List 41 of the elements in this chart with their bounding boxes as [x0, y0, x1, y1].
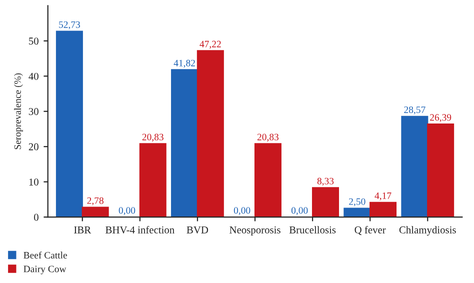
- legend-label: Dairy Cow: [24, 266, 66, 274]
- x-tick-label: Q fever: [354, 226, 386, 236]
- bar: [254, 143, 282, 218]
- bar: [196, 50, 224, 218]
- bar: [401, 116, 428, 218]
- y-tick-label: 40: [28, 72, 38, 80]
- data-label: 0,00: [118, 207, 136, 216]
- bar: [139, 143, 166, 218]
- x-tick-label: BVD: [186, 226, 208, 234]
- y-axis-title: Seroprevalence (%): [14, 73, 23, 150]
- data-label: 28,57: [404, 106, 426, 114]
- x-tick-label: BHV-4 infection: [106, 226, 174, 234]
- x-tick-label: Chlamydiosis: [399, 226, 456, 236]
- data-label: 20,83: [257, 134, 279, 142]
- x-tick-label: Brucellosis: [289, 226, 336, 234]
- y-tick-label: 50: [29, 38, 38, 45]
- bar: [344, 208, 371, 218]
- bar: [171, 69, 198, 218]
- data-label: 0,00: [291, 207, 308, 216]
- legend-label: Beef Cattle: [24, 252, 67, 259]
- x-tick-label: Neosporosis: [230, 226, 280, 236]
- bar: [312, 187, 339, 218]
- y-tick-label: 0: [34, 214, 38, 221]
- data-label: 47,22: [200, 40, 221, 49]
- x-tick-label: IBR: [74, 226, 92, 234]
- bar: [427, 124, 454, 218]
- y-tick-label: 30: [28, 108, 38, 116]
- data-label: 20,83: [142, 134, 164, 142]
- y-tick-label: 10: [29, 178, 38, 186]
- data-label: 4,17: [374, 192, 392, 200]
- data-label: 2,50: [349, 198, 366, 206]
- data-label: 0,00: [234, 207, 250, 216]
- data-label: 26,39: [430, 114, 452, 122]
- data-label: 52,73: [59, 21, 80, 30]
- data-label: 2,78: [87, 197, 104, 206]
- bar: [56, 30, 83, 218]
- y-tick-label: 20: [28, 143, 38, 150]
- bar: [370, 202, 397, 218]
- data-label: 8,33: [317, 178, 334, 186]
- data-label: 41,82: [174, 60, 195, 68]
- bar: [82, 206, 109, 218]
